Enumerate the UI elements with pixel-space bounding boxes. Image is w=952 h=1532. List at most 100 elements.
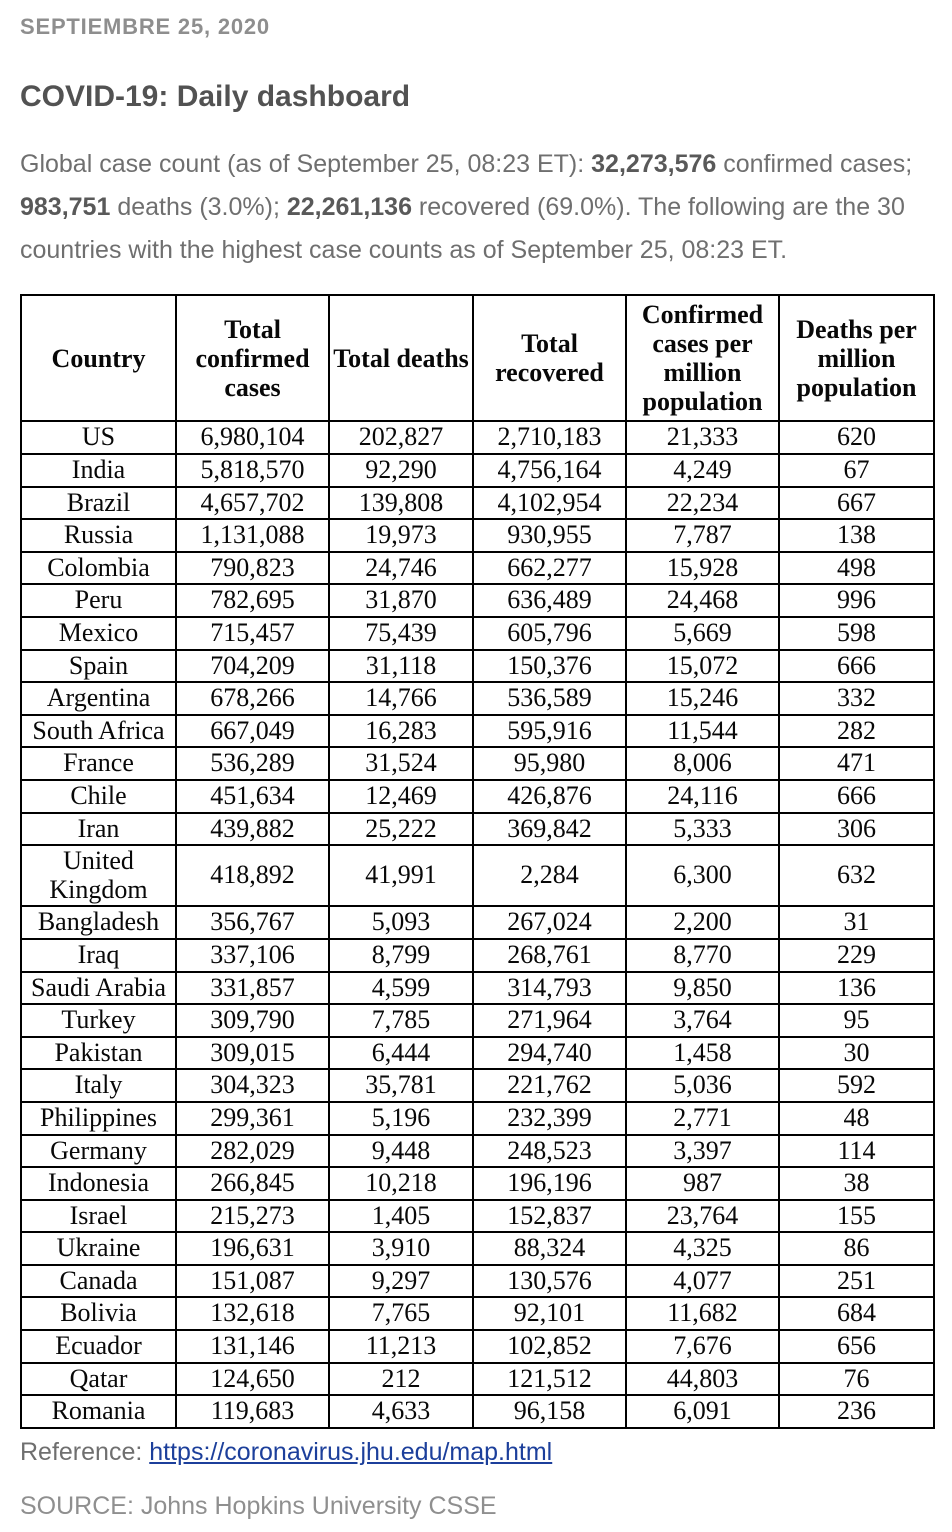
value-cell: 25,222: [328, 811, 474, 847]
value-cell: 124,650: [175, 1361, 330, 1397]
table-row: Germany 282,029 9,448 248,523 3,397 114: [20, 1133, 935, 1169]
country-cell: Romania: [20, 1394, 177, 1429]
intro-paragraph: Global case count (as of September 25, 0…: [20, 143, 932, 272]
country-cell: India: [20, 453, 177, 488]
value-cell: 4,633: [328, 1394, 474, 1429]
value-cell: 5,093: [328, 905, 474, 940]
value-cell: 7,785: [328, 1003, 474, 1038]
value-cell: 88,324: [472, 1231, 627, 1266]
country-cell: Iran: [20, 811, 177, 847]
value-cell: 31,870: [328, 583, 474, 618]
column-header-total-recovered: Total recovered: [472, 293, 627, 423]
value-cell: 24,746: [328, 550, 474, 586]
value-cell: 8,799: [328, 937, 474, 973]
value-cell: 5,196: [328, 1100, 474, 1136]
column-header-country: Country: [20, 293, 177, 423]
value-cell: 337,106: [175, 937, 330, 973]
value-cell: 684: [778, 1296, 935, 1332]
column-header-total-confirmed: Total confirmed cases: [175, 293, 330, 423]
intro-text-1: Global case count (as of September 25, 0…: [20, 150, 592, 178]
value-cell: 282,029: [175, 1133, 330, 1169]
value-cell: 12,469: [328, 778, 474, 814]
country-cell: Italy: [20, 1068, 177, 1103]
country-cell: United Kingdom: [20, 844, 177, 908]
date-heading: SEPTIEMBRE 25, 2020: [20, 14, 270, 39]
value-cell: 662,277: [472, 550, 627, 586]
value-cell: 92,290: [328, 453, 474, 488]
country-cell: France: [20, 746, 177, 781]
value-cell: 6,300: [625, 844, 780, 908]
country-cell: Philippines: [20, 1100, 177, 1136]
value-cell: 19,973: [328, 518, 474, 553]
country-cell: Brazil: [20, 485, 177, 521]
value-cell: 212: [328, 1361, 474, 1397]
value-cell: 44,803: [625, 1361, 780, 1397]
value-cell: 2,771: [625, 1100, 780, 1136]
table-row: Bangladesh 356,767 5,093 267,024 2,200 31: [20, 905, 935, 940]
value-cell: 11,682: [625, 1296, 780, 1332]
value-cell: 4,657,702: [175, 485, 330, 521]
value-cell: 196,196: [472, 1166, 627, 1201]
country-cell: Mexico: [20, 616, 177, 651]
value-cell: 151,087: [175, 1263, 330, 1299]
value-cell: 15,246: [625, 681, 780, 716]
value-cell: 119,683: [175, 1394, 330, 1429]
value-cell: 7,765: [328, 1296, 474, 1332]
value-cell: 930,955: [472, 518, 627, 553]
country-cell: Peru: [20, 583, 177, 618]
value-cell: 471: [778, 746, 935, 781]
reference-line: Reference: https://coronavirus.jhu.edu/m…: [20, 1438, 932, 1467]
value-cell: 678,266: [175, 681, 330, 716]
value-cell: 196,631: [175, 1231, 330, 1266]
value-cell: 4,102,954: [472, 485, 627, 521]
value-cell: 248,523: [472, 1133, 627, 1169]
value-cell: 23,764: [625, 1198, 780, 1234]
value-cell: 4,599: [328, 970, 474, 1006]
value-cell: 498: [778, 550, 935, 586]
value-cell: 95: [778, 1003, 935, 1038]
value-cell: 314,793: [472, 970, 627, 1006]
table-row: Pakistan 309,015 6,444 294,740 1,458 30: [20, 1035, 935, 1071]
table-row: Mexico 715,457 75,439 605,796 5,669 598: [20, 616, 935, 651]
country-cell: Ukraine: [20, 1231, 177, 1266]
value-cell: 9,448: [328, 1133, 474, 1169]
value-cell: 5,669: [625, 616, 780, 651]
reference-link[interactable]: https://coronavirus.jhu.edu/map.html: [149, 1437, 553, 1466]
value-cell: 150,376: [472, 648, 627, 684]
value-cell: 536,289: [175, 746, 330, 781]
country-cell: Turkey: [20, 1003, 177, 1038]
value-cell: 282: [778, 713, 935, 749]
value-cell: 666: [778, 648, 935, 684]
country-cell: Pakistan: [20, 1035, 177, 1071]
value-cell: 309,790: [175, 1003, 330, 1038]
table-row: Ukraine 196,631 3,910 88,324 4,325 86: [20, 1231, 935, 1266]
value-cell: 31,524: [328, 746, 474, 781]
table-row: Colombia 790,823 24,746 662,277 15,928 498: [20, 550, 935, 586]
value-cell: 451,634: [175, 778, 330, 814]
table-row: Qatar 124,650 212 121,512 44,803 76: [20, 1361, 935, 1397]
value-cell: 3,910: [328, 1231, 474, 1266]
value-cell: 5,036: [625, 1068, 780, 1103]
value-cell: 92,101: [472, 1296, 627, 1332]
value-cell: 369,842: [472, 811, 627, 847]
value-cell: 130,576: [472, 1263, 627, 1299]
value-cell: 22,234: [625, 485, 780, 521]
value-cell: 15,928: [625, 550, 780, 586]
deaths-total: 983,751: [20, 193, 111, 221]
value-cell: 221,762: [472, 1068, 627, 1103]
value-cell: 996: [778, 583, 935, 618]
table-row: South Africa 667,049 16,283 595,916 11,544 28…: [20, 713, 935, 749]
value-cell: 102,852: [472, 1329, 627, 1364]
value-cell: 31,118: [328, 648, 474, 684]
country-cell: Colombia: [20, 550, 177, 586]
table-row: Italy 304,323 35,781 221,762 5,036 592: [20, 1068, 935, 1103]
value-cell: 155: [778, 1198, 935, 1234]
value-cell: 595,916: [472, 713, 627, 749]
value-cell: 4,249: [625, 453, 780, 488]
recovered-total: 22,261,136: [286, 193, 412, 221]
table-row: Spain 704,209 31,118 150,376 15,072 666: [20, 648, 935, 684]
intro-text-3: deaths (3.0%);: [110, 193, 287, 221]
table-row: Iran 439,882 25,222 369,842 5,333 306: [20, 811, 935, 847]
value-cell: 41,991: [328, 844, 474, 908]
country-cell: Bangladesh: [20, 905, 177, 940]
